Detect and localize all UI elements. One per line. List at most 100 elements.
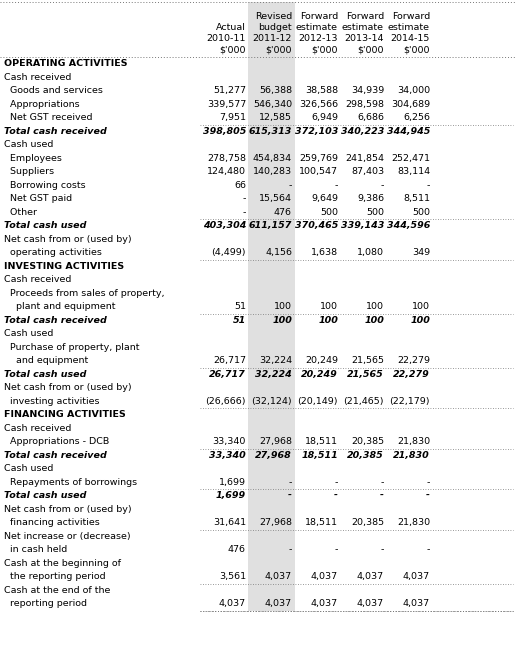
Text: 51: 51 [233, 316, 246, 325]
Text: -: - [380, 491, 384, 501]
Text: the reporting period: the reporting period [4, 572, 106, 581]
Text: Net GST received: Net GST received [4, 113, 93, 122]
Text: 100: 100 [366, 302, 384, 311]
Text: 27,968: 27,968 [259, 518, 292, 527]
Text: 21,830: 21,830 [397, 518, 430, 527]
Text: 339,143: 339,143 [340, 221, 384, 230]
Text: Actual: Actual [216, 23, 246, 32]
Text: 21,830: 21,830 [397, 438, 430, 446]
Text: -: - [335, 545, 338, 554]
Text: -: - [426, 478, 430, 487]
Text: 304,689: 304,689 [391, 99, 430, 109]
Text: 344,596: 344,596 [387, 221, 430, 230]
Text: 340,223: 340,223 [340, 127, 384, 136]
Text: -: - [243, 194, 246, 204]
Text: -: - [426, 545, 430, 554]
Text: -: - [288, 181, 292, 190]
Text: -: - [288, 478, 292, 487]
Text: 278,758: 278,758 [207, 154, 246, 162]
Text: 21,565: 21,565 [351, 356, 384, 365]
Text: 51,277: 51,277 [213, 86, 246, 95]
Text: 339,577: 339,577 [207, 99, 246, 109]
Text: investing activities: investing activities [4, 396, 99, 406]
Text: $'000: $'000 [312, 45, 338, 54]
Text: Borrowing costs: Borrowing costs [4, 181, 85, 190]
Text: 34,939: 34,939 [351, 86, 384, 95]
Text: 20,249: 20,249 [305, 356, 338, 365]
Text: Cash at the end of the: Cash at the end of the [4, 585, 110, 595]
Text: -: - [426, 181, 430, 190]
Text: 1,699: 1,699 [219, 478, 246, 487]
Text: Net increase or (decrease): Net increase or (decrease) [4, 532, 131, 541]
Text: 4,037: 4,037 [219, 599, 246, 608]
Text: 4,037: 4,037 [311, 572, 338, 581]
Text: 4,037: 4,037 [265, 599, 292, 608]
Text: 100: 100 [274, 302, 292, 311]
Text: in cash held: in cash held [4, 545, 67, 554]
Text: 26,717: 26,717 [209, 370, 246, 379]
Text: 100: 100 [412, 302, 430, 311]
Text: Total cash received: Total cash received [4, 451, 107, 459]
Text: Revised: Revised [255, 12, 292, 21]
Text: -: - [335, 181, 338, 190]
Text: INVESTING ACTIVITIES: INVESTING ACTIVITIES [4, 262, 124, 271]
Text: Total cash received: Total cash received [4, 316, 107, 325]
Text: 3,561: 3,561 [219, 572, 246, 581]
Text: 9,386: 9,386 [357, 194, 384, 204]
Text: Appropriations - DCB: Appropriations - DCB [4, 438, 109, 446]
Text: 18,511: 18,511 [305, 438, 338, 446]
Text: Cash used: Cash used [4, 330, 54, 338]
Text: 4,037: 4,037 [357, 599, 384, 608]
Text: 20,385: 20,385 [347, 451, 384, 459]
Text: 21,565: 21,565 [347, 370, 384, 379]
Text: plant and equipment: plant and equipment [4, 302, 115, 311]
Text: 2013-14: 2013-14 [345, 34, 384, 43]
Text: $'000: $'000 [357, 45, 384, 54]
Text: -: - [243, 208, 246, 217]
Text: 2010-11: 2010-11 [207, 34, 246, 43]
Text: 1,699: 1,699 [216, 491, 246, 501]
Text: Total cash used: Total cash used [4, 370, 87, 379]
Text: 100: 100 [320, 302, 338, 311]
Text: 100,547: 100,547 [299, 167, 338, 176]
Text: 476: 476 [228, 545, 246, 554]
Text: 615,313: 615,313 [249, 127, 292, 136]
Text: 4,037: 4,037 [265, 572, 292, 581]
Text: -: - [381, 478, 384, 487]
Text: 12,585: 12,585 [259, 113, 292, 122]
Text: Net GST paid: Net GST paid [4, 194, 72, 204]
Text: 20,249: 20,249 [301, 370, 338, 379]
Text: 18,511: 18,511 [305, 518, 338, 527]
Text: Net cash from or (used by): Net cash from or (used by) [4, 383, 132, 392]
Text: 20,385: 20,385 [351, 518, 384, 527]
Text: 22,279: 22,279 [397, 356, 430, 365]
Text: reporting period: reporting period [4, 599, 87, 608]
Text: 100: 100 [410, 316, 430, 325]
Text: 100: 100 [272, 316, 292, 325]
Text: 500: 500 [412, 208, 430, 217]
Text: 87,403: 87,403 [351, 167, 384, 176]
Text: 349: 349 [412, 248, 430, 257]
Text: Total cash received: Total cash received [4, 127, 107, 136]
Text: 27,968: 27,968 [255, 451, 292, 459]
Text: 27,968: 27,968 [259, 438, 292, 446]
Text: Forward: Forward [300, 12, 338, 21]
Text: Other: Other [4, 208, 37, 217]
Text: 2014-15: 2014-15 [390, 34, 430, 43]
Text: 252,471: 252,471 [391, 154, 430, 162]
Text: 4,037: 4,037 [311, 599, 338, 608]
Bar [248, 2, 295, 611]
Text: 33,340: 33,340 [213, 438, 246, 446]
Text: 34,000: 34,000 [397, 86, 430, 95]
Text: 83,114: 83,114 [397, 167, 430, 176]
Text: Net cash from or (used by): Net cash from or (used by) [4, 505, 132, 514]
Text: Total cash used: Total cash used [4, 221, 87, 230]
Text: 32,224: 32,224 [255, 370, 292, 379]
Text: 8,511: 8,511 [403, 194, 430, 204]
Text: 4,037: 4,037 [357, 572, 384, 581]
Text: 344,945: 344,945 [387, 127, 430, 136]
Text: 100: 100 [318, 316, 338, 325]
Text: 259,769: 259,769 [299, 154, 338, 162]
Text: financing activities: financing activities [4, 518, 100, 527]
Text: 454,834: 454,834 [253, 154, 292, 162]
